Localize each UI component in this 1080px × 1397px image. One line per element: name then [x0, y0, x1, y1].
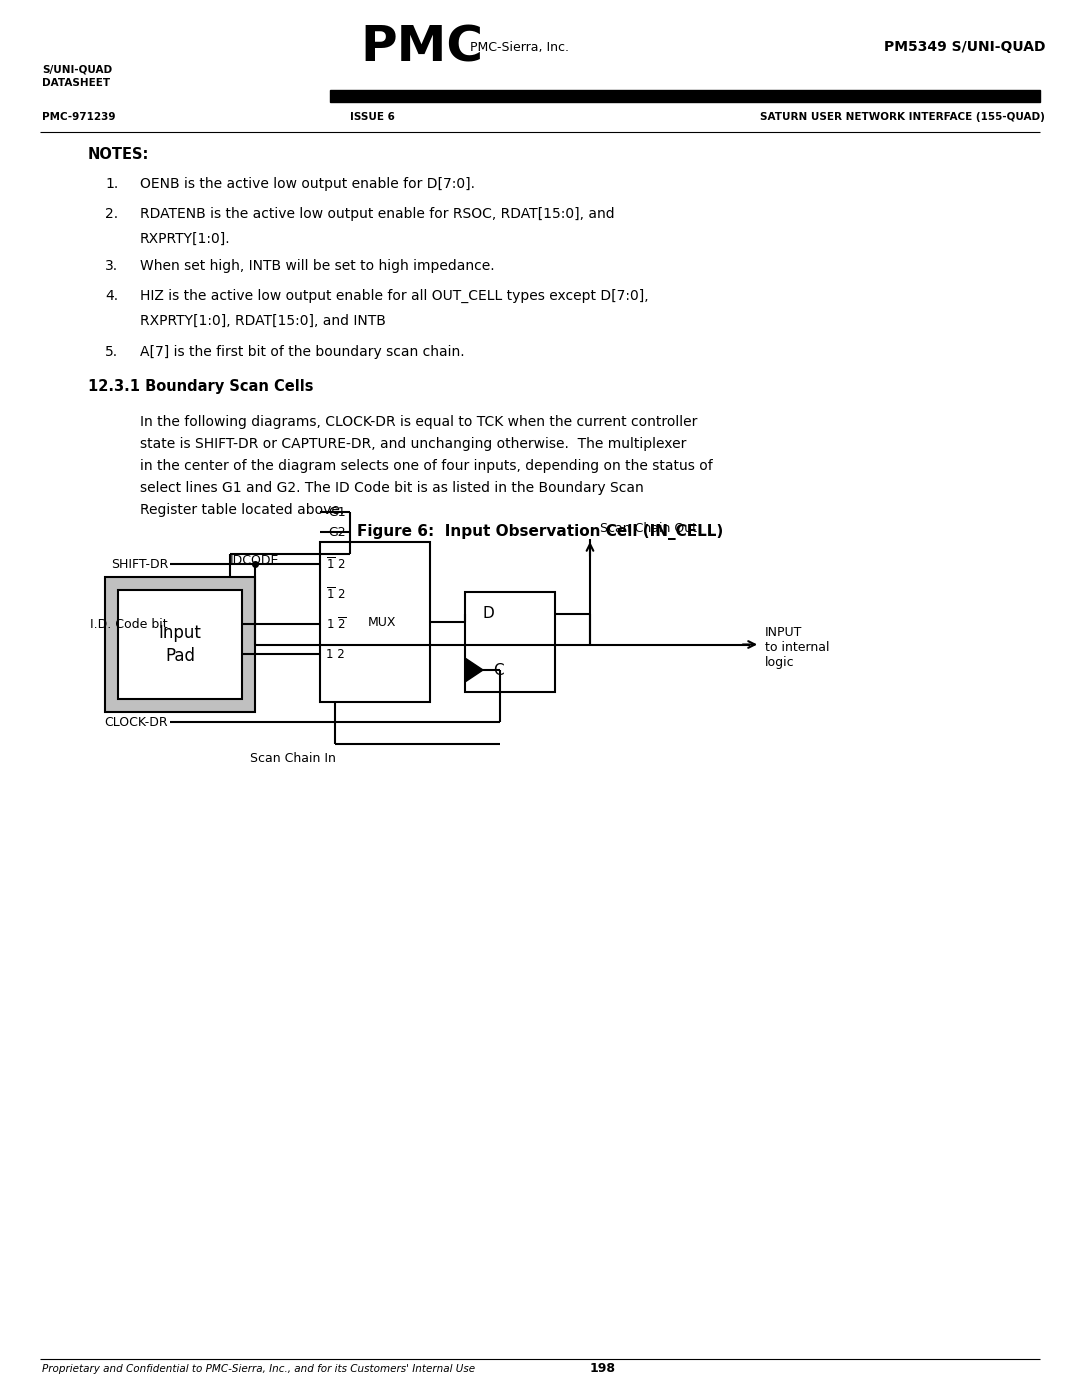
Text: A[7] is the first bit of the boundary scan chain.: A[7] is the first bit of the boundary sc…	[140, 345, 464, 359]
Text: $\mathregular{\overline{1}}$ 2: $\mathregular{\overline{1}}$ 2	[326, 556, 346, 571]
Text: INPUT: INPUT	[765, 626, 802, 638]
Text: PM5349 S/UNI-QUAD: PM5349 S/UNI-QUAD	[883, 41, 1045, 54]
Text: $\mathregular{\overline{1}}$ 2: $\mathregular{\overline{1}}$ 2	[326, 585, 346, 602]
Text: RXPRTY[1:0], RDAT[15:0], and INTB: RXPRTY[1:0], RDAT[15:0], and INTB	[140, 314, 386, 328]
Bar	[465, 592, 555, 692]
Bar	[105, 577, 255, 712]
Text: NOTES:: NOTES:	[87, 147, 149, 162]
Text: 5.: 5.	[105, 345, 118, 359]
Text: logic: logic	[765, 657, 795, 669]
Text: HIZ is the active low output enable for all OUT_CELL types except D[7:0],: HIZ is the active low output enable for …	[140, 289, 649, 303]
Text: DATASHEET: DATASHEET	[42, 78, 110, 88]
Text: In the following diagrams, CLOCK-DR is equal to TCK when the current controller: In the following diagrams, CLOCK-DR is e…	[140, 415, 698, 429]
Text: 1.: 1.	[105, 177, 118, 191]
Text: S/UNI-QUAD: S/UNI-QUAD	[42, 64, 112, 74]
Text: Figure 6:  Input Observation Cell (IN_CELL): Figure 6: Input Observation Cell (IN_CEL…	[356, 524, 724, 541]
Text: ISSUE 6: ISSUE 6	[350, 112, 395, 122]
Text: PMC: PMC	[360, 22, 483, 71]
Text: 4.: 4.	[105, 289, 118, 303]
Text: 3.: 3.	[105, 258, 118, 272]
Bar	[118, 590, 242, 698]
Text: Scan Chain Out: Scan Chain Out	[600, 522, 697, 535]
Text: I.D. Code bit: I.D. Code bit	[91, 617, 168, 630]
Text: When set high, INTB will be set to high impedance.: When set high, INTB will be set to high …	[140, 258, 495, 272]
Text: Scan Chain In: Scan Chain In	[249, 752, 336, 766]
Text: D: D	[483, 606, 495, 622]
Text: to internal: to internal	[765, 641, 829, 654]
Text: G1: G1	[328, 506, 346, 518]
Text: IDCODE: IDCODE	[230, 555, 280, 567]
Text: 1 2: 1 2	[326, 647, 345, 661]
Text: 12.3.1 Boundary Scan Cells: 12.3.1 Boundary Scan Cells	[87, 379, 313, 394]
Text: in the center of the diagram selects one of four inputs, depending on the status: in the center of the diagram selects one…	[140, 460, 713, 474]
Text: state is SHIFT-DR or CAPTURE-DR, and unchanging otherwise.  The multiplexer: state is SHIFT-DR or CAPTURE-DR, and unc…	[140, 437, 687, 451]
Polygon shape	[465, 658, 483, 682]
Text: G2: G2	[328, 525, 346, 538]
Text: select lines G1 and G2. The ID Code bit is as listed in the Boundary Scan: select lines G1 and G2. The ID Code bit …	[140, 481, 644, 495]
Text: CLOCK-DR: CLOCK-DR	[105, 715, 168, 728]
Text: 198: 198	[590, 1362, 616, 1376]
Text: Input
Pad: Input Pad	[159, 623, 202, 665]
Text: RXPRTY[1:0].: RXPRTY[1:0].	[140, 232, 231, 246]
Text: PMC-Sierra, Inc.: PMC-Sierra, Inc.	[470, 41, 569, 53]
Text: 2.: 2.	[105, 207, 118, 221]
Text: 1 $\mathregular{\overline{2}}$: 1 $\mathregular{\overline{2}}$	[326, 616, 347, 631]
Text: Register table located above.: Register table located above.	[140, 503, 345, 517]
Text: MUX: MUX	[368, 616, 396, 629]
Text: Proprietary and Confidential to PMC-Sierra, Inc., and for its Customers' Interna: Proprietary and Confidential to PMC-Sier…	[42, 1363, 475, 1375]
Text: PMC-971239: PMC-971239	[42, 112, 116, 122]
Bar	[330, 89, 1040, 102]
Text: SHIFT-DR: SHIFT-DR	[110, 557, 168, 570]
Text: SATURN USER NETWORK INTERFACE (155-QUAD): SATURN USER NETWORK INTERFACE (155-QUAD)	[760, 112, 1045, 122]
Bar	[320, 542, 430, 703]
Text: RDATENB is the active low output enable for RSOC, RDAT[15:0], and: RDATENB is the active low output enable …	[140, 207, 615, 221]
Text: C: C	[492, 662, 503, 678]
Text: OENB is the active low output enable for D[7:0].: OENB is the active low output enable for…	[140, 177, 475, 191]
